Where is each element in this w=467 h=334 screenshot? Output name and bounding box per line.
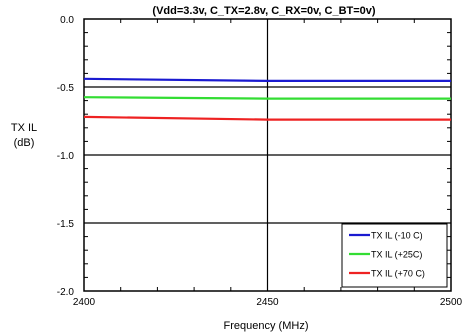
x-tick-label: 2450 — [256, 297, 279, 308]
series-line-1 — [83, 96, 451, 100]
y-axis-label-line2: (dB) — [14, 137, 35, 149]
legend-label: TX IL (+70 C) — [371, 269, 425, 279]
x-tick-label: 2400 — [73, 297, 96, 308]
chart-title: (Vdd=3.3v, C_TX=2.8v, C_RX=0v, C_BT=0v) — [152, 5, 375, 17]
legend-label: TX IL (-10 C) — [371, 231, 423, 241]
series-line-0 — [83, 77, 451, 83]
x-tick-label: 2500 — [440, 297, 463, 308]
y-tick-label: -1.0 — [57, 151, 75, 162]
legend-label: TX IL (+25C) — [371, 250, 422, 260]
legend: TX IL (-10 C) TX IL (+25C) TX IL (+70 C) — [341, 223, 448, 288]
y-tick-label: -0.5 — [57, 83, 75, 94]
series-line-2 — [83, 115, 451, 121]
y-axis-label-line1: TX IL — [11, 122, 37, 134]
y-tick-label: -1.5 — [57, 219, 75, 230]
x-axis-label: Frequency (MHz) — [224, 320, 309, 332]
y-tick-label: -2.0 — [57, 287, 75, 298]
y-tick-label: 0.0 — [60, 15, 74, 26]
plot-frame — [83, 18, 452, 292]
